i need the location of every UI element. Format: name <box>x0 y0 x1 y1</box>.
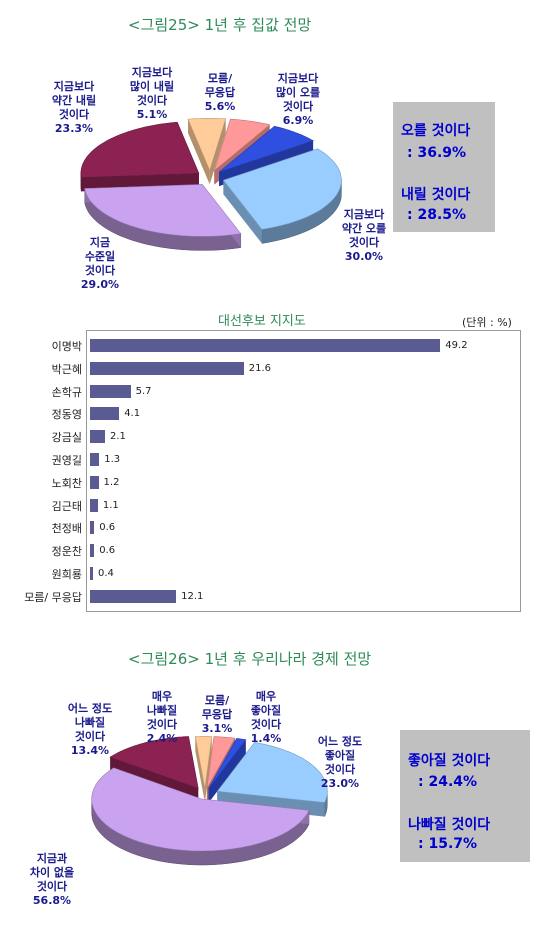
bar-chart-title: 대선후보 지지도 <box>218 314 306 329</box>
summary1-down-label: 내릴 것이다 <box>401 187 471 203</box>
pie-chart-2 <box>91 736 328 866</box>
bar <box>90 339 441 352</box>
bar <box>90 567 93 580</box>
bar <box>90 453 100 466</box>
label-very-good: 매우 좋아질 것이다 1.4% <box>250 690 282 745</box>
bar <box>90 521 95 535</box>
bar-value: 1.1 <box>102 499 119 511</box>
bar-plot-area <box>86 330 521 612</box>
bar-label: 정동영 <box>51 408 82 422</box>
bar-label: 천정배 <box>51 522 82 536</box>
bar-value: 1.3 <box>104 454 121 465</box>
label-many-up: 지금보다 많이 오를 것이다 6.9% <box>275 72 321 127</box>
bar-value: 49.2 <box>445 340 468 351</box>
bar-label: 김근태 <box>51 499 82 513</box>
pie1-slice-2 <box>84 184 242 251</box>
bar <box>90 430 105 444</box>
label-same-2: 지금과 차이 없을 것이다 56.8% <box>29 852 75 907</box>
summary1-up-label: 오를 것이다 <box>401 123 471 139</box>
label-many-down: 지금보다 많이 내릴 것이다 5.1% <box>129 66 175 121</box>
chart2-title: <그림26> 1년 후 우리나라 경제 전망 <box>128 650 372 668</box>
pie1-slice-1 <box>222 148 342 244</box>
bar <box>90 544 95 558</box>
bar-value: 0.6 <box>99 522 116 534</box>
bar-label: 이명박 <box>51 340 82 353</box>
summary-box-2: 좋아질 것이다 : 24.4% 나빠질 것이다 : 15.7% <box>400 730 530 862</box>
summary1-down-value: : 28.5% <box>407 207 467 223</box>
summary2-bad-label: 나빠질 것이다 <box>408 817 491 833</box>
bar-value: 1.2 <box>103 476 120 488</box>
bar-value: 0.6 <box>99 545 116 557</box>
pie-chart-1 <box>80 118 342 251</box>
label-bit-up: 지금보다 약간 오를 것이다 30.0% <box>341 208 387 263</box>
chart1-title: <그림25> 1년 후 집값 전망 <box>128 16 312 34</box>
bar-label: 박근혜 <box>51 362 82 376</box>
pie2-slice-4 <box>91 767 310 866</box>
bar-value: 4.1 <box>124 408 141 420</box>
summary1-up-value: : 36.9% <box>407 145 467 161</box>
bar <box>90 361 244 375</box>
bar <box>90 589 177 603</box>
bar-label: 손학규 <box>51 385 82 399</box>
label-noresp-1: 모름/ 무응답 5.6% <box>204 72 236 113</box>
pie2-slice-2 <box>208 738 247 803</box>
summary2-bad-value: : 15.7% <box>418 836 478 852</box>
bar <box>90 475 99 489</box>
bar-label: 노회찬 <box>51 476 82 490</box>
summary2-good-value: : 24.4% <box>418 774 478 790</box>
label-bit-down: 지금보다 약간 내릴 것이다 23.3% <box>51 80 97 135</box>
summary2-good-label: 좋아질 것이다 <box>408 753 491 769</box>
bar-value: 21.6 <box>248 362 272 374</box>
bar <box>90 407 120 421</box>
label-some-good: 어느 정도 좋아질 것이다 23.0% <box>317 735 363 790</box>
bar-value: 2.1 <box>109 431 126 443</box>
bar-value: 0.4 <box>98 568 114 579</box>
pie1-slice-4 <box>187 118 227 185</box>
bar-label: 권영길 <box>51 454 82 467</box>
label-some-bad: 어느 정도 나빠질 것이다 13.4% <box>67 702 113 757</box>
bar-value: 12.1 <box>181 590 204 602</box>
bar-value: 5.7 <box>135 385 152 397</box>
summary-box-1: 오를 것이다 : 36.9% 내릴 것이다 : 28.5% <box>393 102 495 232</box>
bar-label: 정운찬 <box>51 545 82 559</box>
bar <box>90 384 131 398</box>
label-same-1: 지금 수준일 것이다 29.0% <box>80 236 120 291</box>
bar <box>90 498 98 512</box>
pie2-slice-0 <box>194 736 213 803</box>
bar-label: 모름/ 무응답 <box>24 590 82 604</box>
bar-label: 강금실 <box>51 431 82 445</box>
label-noresp-2: 모름/ 무응답 3.1% <box>201 694 233 735</box>
bar-label: 원희룡 <box>51 568 82 581</box>
label-very-bad: 매우 나빠질 것이다 2.4% <box>146 690 178 745</box>
unit-label: (단위 : %) <box>462 316 512 329</box>
